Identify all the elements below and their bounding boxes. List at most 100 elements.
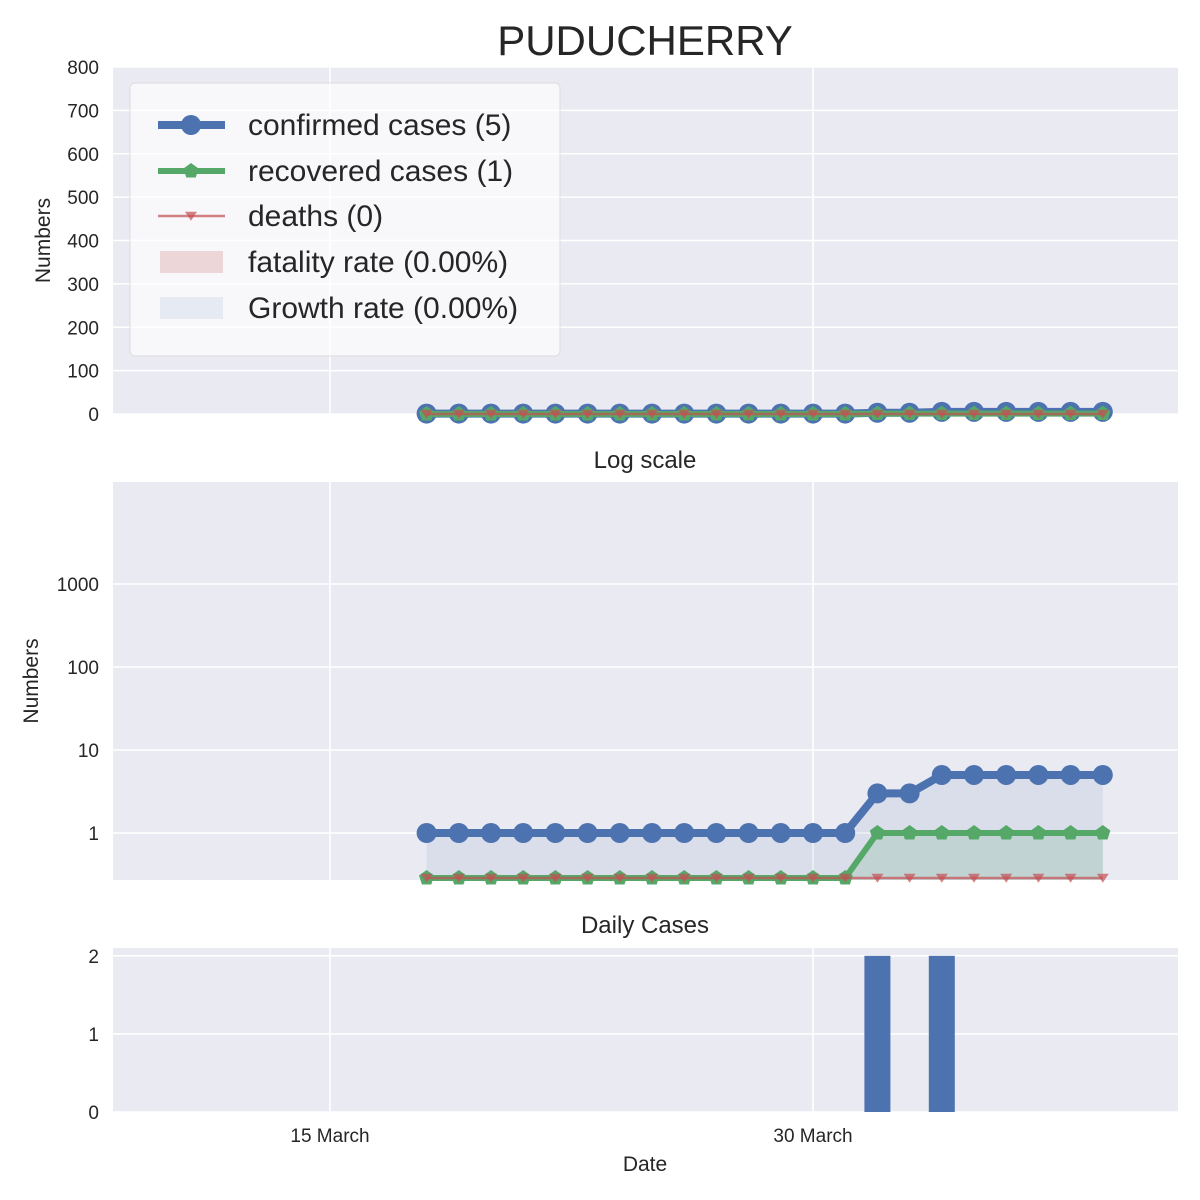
y-tick-label: 100 — [67, 658, 99, 679]
legend-label: deaths (0) — [248, 200, 383, 233]
series-point-2 — [581, 409, 594, 419]
series-point-2 — [678, 873, 691, 883]
series-point-1 — [1095, 825, 1111, 840]
x-tick-label: 15 March — [290, 1126, 369, 1147]
series-point-2 — [517, 409, 530, 419]
series-point-0 — [867, 783, 888, 804]
series-point-0 — [642, 823, 662, 843]
recovered-area — [426, 833, 1103, 880]
series-point-2 — [968, 409, 980, 419]
series-point-2 — [452, 873, 465, 883]
series-point-2 — [935, 873, 948, 883]
series-point-2 — [935, 409, 948, 419]
legend-swatch — [160, 251, 223, 273]
y-tick-label: 800 — [67, 58, 99, 79]
y-tick-label: 300 — [67, 275, 99, 296]
series-line-0 — [426, 770, 1103, 837]
series-point-2 — [903, 409, 916, 419]
panel-daily: 0 1 2 Daily Cases 15 March 30 March Date — [88, 912, 1178, 1176]
series-point-0 — [835, 823, 856, 843]
series-point-0 — [609, 823, 630, 843]
series-point-2 — [549, 873, 562, 883]
x-axis-label: Date — [623, 1153, 667, 1176]
series-point-2 — [774, 873, 787, 883]
panel-title: Daily Cases — [581, 912, 709, 939]
series-point-2 — [807, 873, 819, 883]
series-point-2 — [807, 409, 819, 419]
series-point-0 — [513, 823, 534, 843]
series-point-1 — [1030, 825, 1046, 840]
series-point-0 — [706, 823, 727, 843]
series-point-2 — [485, 409, 497, 419]
series-point-2 — [420, 409, 433, 419]
series-point-2 — [1096, 873, 1109, 883]
series-point-1 — [1063, 825, 1079, 840]
series-point-0 — [1092, 764, 1113, 785]
series-point-0 — [481, 823, 501, 843]
series-point-2 — [710, 873, 723, 883]
legend-marker — [185, 211, 197, 221]
x-tick-label: 30 March — [773, 1126, 852, 1147]
series-point-0 — [577, 823, 598, 843]
y-tick-label: 600 — [67, 145, 99, 166]
y-tick-label: 10 — [78, 741, 99, 762]
series-point-2 — [968, 873, 980, 883]
series-point-2 — [517, 873, 530, 883]
series-point-1 — [869, 825, 885, 840]
legend-item: Growth rate (0.00%) — [160, 292, 518, 325]
panel-daily-background — [113, 948, 1178, 1112]
legend-box — [129, 82, 561, 357]
series-point-0 — [931, 764, 952, 785]
series-point-0 — [416, 823, 437, 843]
chart-title: PUDUCHERRY — [497, 17, 793, 64]
series-point-2 — [1032, 409, 1045, 419]
series-point-0 — [803, 823, 823, 843]
y-axis-label: Numbers — [32, 198, 55, 283]
legend-swatch — [160, 297, 223, 319]
series-point-2 — [1000, 409, 1013, 419]
series-point-2 — [613, 409, 626, 419]
series-point-2 — [774, 409, 787, 419]
series-point-2 — [1064, 409, 1077, 419]
series-point-0 — [1060, 764, 1081, 785]
series-point-2 — [839, 409, 852, 419]
series-point-2 — [871, 409, 884, 419]
legend-item: confirmed cases (5) — [158, 109, 511, 142]
legend-label: recovered cases (1) — [248, 155, 513, 188]
series-point-2 — [485, 873, 497, 883]
series-point-2 — [710, 409, 723, 419]
series-point-2 — [646, 409, 658, 419]
legend-item: fatality rate (0.00%) — [160, 246, 508, 279]
y-tick-label: 400 — [67, 232, 99, 253]
legend-marker — [183, 163, 199, 178]
y-tick-label: 700 — [67, 101, 99, 122]
series-point-0 — [1028, 764, 1049, 785]
panel-log: 1 10 100 1000 Log scale Numbers — [20, 447, 1178, 885]
series-point-2 — [1000, 873, 1013, 883]
series-point-1 — [934, 825, 950, 840]
series-point-0 — [545, 823, 566, 843]
series-point-0 — [674, 823, 695, 843]
y-tick-label: 2 — [88, 947, 99, 968]
y-tick-label: 1000 — [57, 575, 99, 596]
series-point-2 — [678, 409, 691, 419]
y-tick-label: 1 — [88, 824, 99, 845]
y-tick-label: 0 — [88, 1103, 99, 1124]
series-point-2 — [742, 409, 755, 419]
y-tick-label: 0 — [88, 405, 99, 426]
legend-marker — [181, 115, 201, 135]
series-point-2 — [581, 873, 594, 883]
series-point-2 — [903, 873, 916, 883]
legend-label: Growth rate (0.00%) — [248, 292, 518, 325]
legend-label: confirmed cases (5) — [248, 109, 511, 142]
series-point-2 — [646, 873, 658, 883]
y-axis-label: Numbers — [20, 638, 43, 723]
y-tick-label: 200 — [67, 318, 99, 339]
growth-rate-area — [426, 774, 1103, 880]
series-point-2 — [871, 873, 884, 883]
series-point-0 — [448, 823, 469, 843]
series-point-2 — [613, 873, 626, 883]
series-point-0 — [899, 783, 920, 804]
